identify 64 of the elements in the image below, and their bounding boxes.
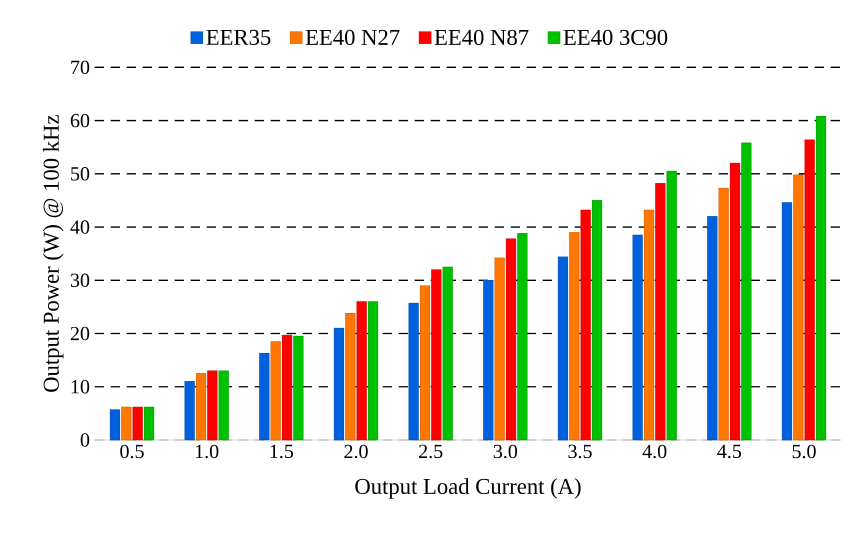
bar (666, 170, 677, 440)
y-tick-label: 10 (72, 380, 90, 394)
y-tick-label: 30 (70, 274, 90, 288)
x-tick-label: 3.0 (494, 444, 518, 458)
bar (282, 334, 292, 440)
bar (144, 406, 154, 440)
x-tick-label: 5.0 (792, 444, 816, 458)
bar (345, 313, 356, 440)
x-tick-label: 3.5 (568, 444, 592, 458)
bar (408, 302, 419, 440)
legend-label: EER35 (206, 30, 270, 46)
y-tick-label: 20 (70, 326, 90, 340)
bar (580, 210, 591, 440)
x-tick-label: 2.0 (344, 444, 368, 458)
x-axis-title: Output Load Current (A) (355, 478, 581, 499)
bar (655, 183, 666, 440)
bar (782, 202, 792, 440)
legend-label: EE40 N87 (434, 30, 528, 46)
bar (592, 200, 602, 440)
bar (356, 301, 367, 440)
bar (707, 216, 718, 440)
bar (184, 381, 195, 440)
bar (334, 328, 344, 440)
x-tick-label: 1.0 (196, 444, 218, 458)
y-axis-title: Output Power (W) @ 100 kHz (42, 115, 64, 392)
bar (558, 256, 568, 440)
bar (517, 233, 528, 440)
bar (506, 238, 516, 440)
bar (804, 139, 815, 440)
bar (132, 406, 143, 440)
bar (431, 269, 442, 440)
bar (569, 232, 580, 440)
x-tick-label: 2.5 (419, 444, 442, 458)
bar (494, 258, 505, 440)
y-tick-label: 70 (71, 60, 90, 74)
bar (110, 409, 120, 440)
bar (632, 234, 643, 440)
bar (793, 174, 804, 440)
bar (270, 341, 281, 440)
legend-label: EE40 N27 (306, 30, 400, 46)
x-tick-label: 4.5 (717, 444, 742, 458)
bar (259, 352, 270, 440)
bar (207, 370, 218, 440)
bar (816, 116, 826, 440)
bar (420, 285, 430, 440)
bar (741, 142, 752, 440)
bar (293, 336, 304, 440)
x-tick-label: 4.0 (642, 444, 666, 458)
bar (483, 280, 494, 440)
x-tick-label: 1.5 (270, 444, 294, 458)
bar (644, 210, 654, 440)
x-tick-label: 0.5 (120, 444, 144, 458)
bar (730, 162, 740, 440)
bar (196, 373, 206, 440)
bar (368, 301, 378, 440)
y-tick-label: 60 (70, 114, 90, 128)
bar (442, 266, 453, 440)
bar (121, 406, 132, 440)
legend-label: EE40 3C90 (564, 30, 668, 46)
y-tick-label: 0 (80, 433, 90, 447)
bar (718, 188, 729, 440)
y-tick-label: 40 (70, 220, 90, 234)
bar (218, 370, 229, 440)
y-tick-label: 50 (71, 167, 90, 181)
